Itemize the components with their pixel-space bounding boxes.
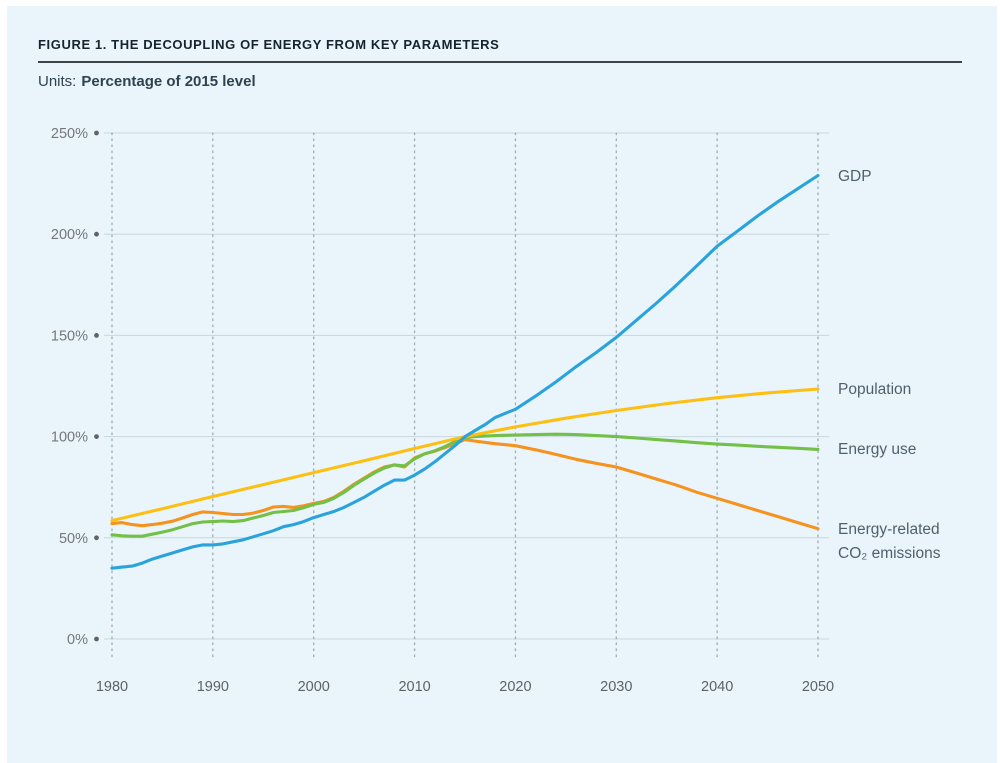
y-tick-dot xyxy=(94,636,99,642)
x-axis-tick-label: 1980 xyxy=(96,679,128,695)
y-axis-tick-label: 100% xyxy=(51,430,88,446)
figure-title: FIGURE 1. THE DECOUPLING OF ENERGY FROM … xyxy=(38,37,500,52)
population-label: Population xyxy=(838,381,912,399)
population-line xyxy=(110,387,820,523)
y-axis-tick-label: 0% xyxy=(67,632,88,648)
y-axis-tick-label: 250% xyxy=(51,126,88,142)
x-axis-tick-label: 2040 xyxy=(701,679,733,695)
y-tick-dot xyxy=(94,333,99,338)
x-axis-tick-label: 2030 xyxy=(600,679,632,695)
units-label: Units: xyxy=(38,73,77,90)
co2-emissions-line xyxy=(110,438,820,531)
y-axis-tick-label: 200% xyxy=(51,227,88,243)
y-tick-dot xyxy=(94,130,99,136)
figure-panel xyxy=(7,6,997,763)
title-divider xyxy=(38,61,962,63)
units-value: Percentage of 2015 level xyxy=(81,73,256,90)
energy-use-line xyxy=(110,432,820,538)
x-axis-tick-label: 2000 xyxy=(298,679,330,695)
y-tick-dot xyxy=(94,434,99,439)
y-axis-tick-label: 50% xyxy=(59,531,88,547)
y-axis-tick-label: 150% xyxy=(51,328,88,344)
units-line: Units: Percentage of 2015 level xyxy=(38,73,256,90)
x-axis-tick-label: 2020 xyxy=(499,679,531,695)
gdp-label: GDP xyxy=(838,167,872,185)
energy-use-label: Energy use xyxy=(838,441,917,459)
x-axis-tick-label: 1990 xyxy=(197,679,229,695)
x-axis-tick-label: 2050 xyxy=(802,679,834,695)
co2-emissions-label: Energy-related CO₂ emissions xyxy=(838,520,941,562)
x-axis-tick-label: 2010 xyxy=(398,679,430,695)
y-tick-dot xyxy=(94,535,99,541)
gdp-line xyxy=(110,173,820,570)
y-tick-dot xyxy=(94,231,99,237)
